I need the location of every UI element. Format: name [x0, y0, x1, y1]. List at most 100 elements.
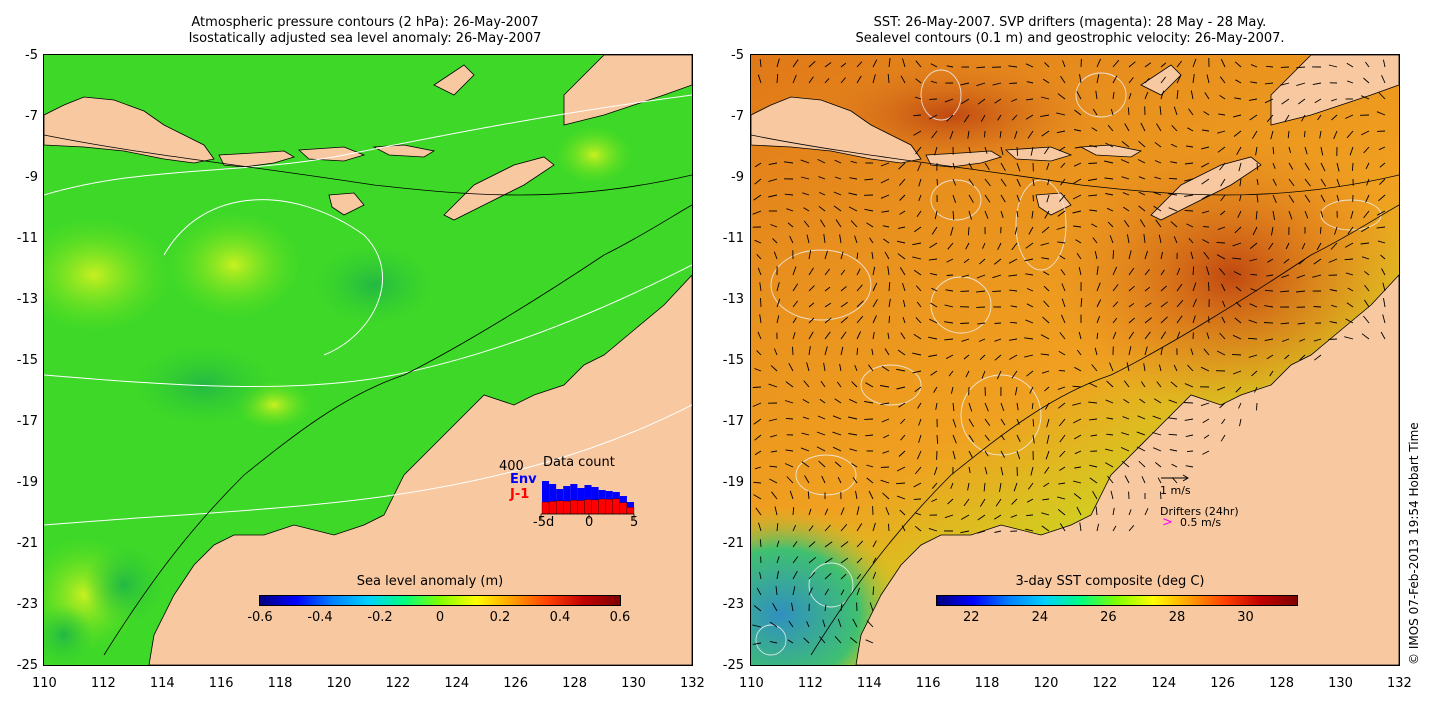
velocity-vector — [1076, 506, 1082, 516]
velocity-vector — [1060, 162, 1066, 168]
velocity-vector — [1058, 146, 1066, 152]
velocity-vector — [1255, 210, 1258, 220]
velocity-vector — [802, 399, 810, 404]
velocity-vector — [1089, 477, 1098, 484]
velocity-vector — [1047, 178, 1050, 186]
velocity-vector — [1046, 434, 1050, 444]
sst-colorbar-tick: 24 — [1031, 610, 1049, 625]
velocity-vector — [824, 541, 833, 548]
velocity-vector — [1123, 380, 1130, 388]
sea-level-anomaly-map — [43, 54, 693, 666]
velocity-vector — [1320, 210, 1324, 218]
velocity-vector — [872, 282, 878, 292]
velocity-vector — [871, 348, 874, 356]
velocity-vector — [916, 301, 922, 308]
velocity-vector — [848, 416, 858, 420]
velocity-vector — [1206, 74, 1210, 84]
velocity-vector — [1319, 130, 1322, 139]
velocity-vector — [1301, 242, 1306, 250]
velocity-vector — [1320, 194, 1326, 203]
velocity-vector — [865, 382, 874, 388]
velocity-vector — [1143, 234, 1146, 244]
velocity-vector — [1011, 98, 1018, 102]
velocity-vector — [1254, 386, 1258, 393]
velocity-vector — [1314, 354, 1322, 361]
velocity-vector — [1136, 446, 1146, 452]
velocity-vector — [1107, 124, 1114, 132]
velocity-vector — [824, 78, 830, 84]
velocity-vector — [1112, 91, 1115, 100]
velocity-vector — [791, 602, 794, 612]
velocity-vector — [1304, 194, 1311, 203]
velocity-vector — [968, 402, 973, 412]
velocity-vector — [1264, 338, 1274, 342]
velocity-vector — [1249, 114, 1258, 121]
velocity-vector — [1026, 288, 1034, 292]
velocity-vector — [929, 242, 938, 249]
left-y-tick: -15 — [16, 353, 38, 368]
velocity-vector — [918, 434, 922, 443]
velocity-vector — [1041, 130, 1050, 137]
right-y-tick: -13 — [722, 292, 744, 307]
velocity-vector — [872, 299, 878, 308]
velocity-vector — [824, 286, 831, 292]
velocity-vector — [1249, 258, 1258, 262]
velocity-vector — [800, 447, 810, 452]
velocity-vector — [1156, 381, 1162, 388]
velocity-vector — [978, 338, 986, 342]
velocity-vector — [1009, 354, 1018, 360]
velocity-vector — [1272, 162, 1276, 169]
velocity-vector — [1296, 82, 1306, 87]
velocity-vector — [792, 556, 799, 564]
velocity-vector — [1040, 242, 1050, 246]
velocity-vector — [934, 146, 938, 156]
velocity-vector — [1031, 402, 1034, 410]
velocity-vector — [851, 381, 858, 388]
velocity-vector — [914, 466, 922, 475]
velocity-vector — [776, 73, 779, 84]
velocity-vector — [1192, 282, 1197, 292]
velocity-vector — [775, 586, 778, 596]
velocity-vector — [807, 491, 810, 500]
velocity-vector — [1061, 298, 1066, 308]
velocity-vector — [808, 285, 815, 292]
drifter-symbol: > — [1162, 515, 1173, 530]
velocity-vector — [914, 226, 922, 233]
velocity-vector — [1365, 61, 1370, 68]
velocity-vector — [1000, 194, 1006, 203]
velocity-vector — [999, 482, 1002, 492]
velocity-vector — [772, 238, 778, 244]
velocity-vector — [760, 297, 762, 308]
velocity-vector — [1043, 300, 1050, 308]
velocity-vector — [1057, 210, 1066, 217]
velocity-vector — [917, 402, 922, 409]
velocity-vector — [872, 74, 876, 84]
velocity-vector — [806, 234, 810, 244]
velocity-vector — [756, 350, 762, 356]
velocity-vector — [848, 192, 858, 196]
velocity-vector — [960, 322, 970, 324]
velocity-vector — [994, 258, 1002, 265]
velocity-vector — [769, 478, 778, 484]
velocity-vector — [1073, 162, 1082, 167]
velocity-vector — [1128, 267, 1135, 276]
velocity-vector — [792, 507, 795, 516]
velocity-vector — [1144, 302, 1152, 308]
velocity-vector — [946, 258, 954, 263]
velocity-vector — [881, 418, 890, 423]
velocity-vector — [1176, 60, 1183, 68]
velocity-vector — [1000, 146, 1004, 156]
velocity-vector — [912, 352, 922, 356]
velocity-vector — [915, 285, 922, 292]
velocity-vector — [880, 194, 890, 199]
velocity-vector — [1137, 159, 1146, 164]
velocity-vector — [1304, 178, 1311, 187]
velocity-vector — [792, 524, 797, 532]
velocity-vector — [1024, 258, 1034, 262]
velocity-vector — [1217, 226, 1226, 231]
velocity-vector — [1190, 348, 1194, 356]
velocity-vector — [792, 266, 797, 276]
velocity-vector — [1153, 205, 1162, 212]
velocity-vector — [896, 466, 906, 472]
velocity-vector — [1016, 418, 1020, 425]
